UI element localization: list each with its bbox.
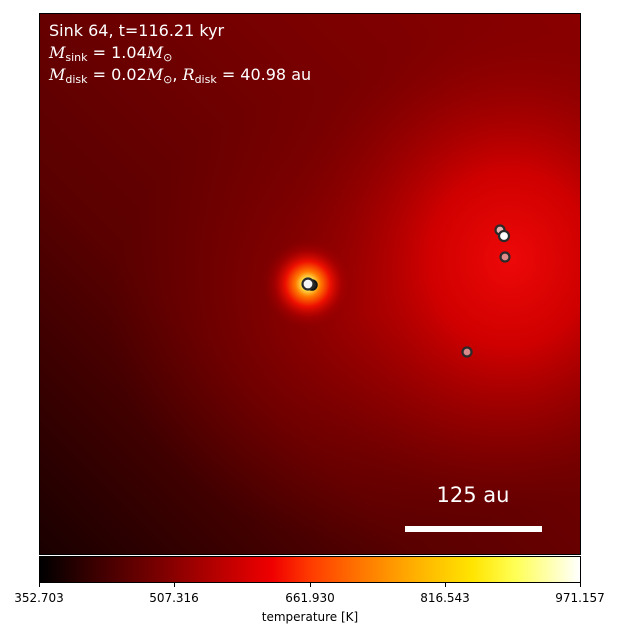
scale-bar	[405, 526, 542, 532]
colorbar-tick-label: 971.157	[555, 591, 605, 605]
colorbar-tick	[310, 583, 311, 587]
mdisk-unit: M	[146, 65, 164, 84]
colorbar-tick-label: 816.543	[420, 591, 470, 605]
colorbar-tick	[445, 583, 446, 587]
colorbar-label: temperature [K]	[261, 610, 359, 624]
temperature-map	[39, 13, 581, 555]
msink-unit: M	[146, 43, 164, 62]
msink-value: = 1.04	[92, 43, 147, 62]
colorbar-tick	[580, 583, 581, 587]
sink-markers	[301, 224, 511, 358]
sink-upper-right-2	[497, 229, 511, 243]
mdisk-value: = 0.02	[92, 65, 147, 84]
temperature-map-image	[40, 14, 580, 554]
colorbar-tick-label: 352.703	[14, 591, 64, 605]
msun-subscript-2: ⊙	[163, 73, 173, 86]
central-sink	[301, 277, 315, 291]
colorbar-tick-label: 507.316	[149, 591, 199, 605]
rdisk-unit: au	[291, 65, 312, 84]
sink-lower	[461, 346, 473, 358]
msun-subscript: ⊙	[163, 51, 173, 64]
msink-subscript: sink	[65, 51, 88, 64]
sink-right-lower	[499, 251, 511, 263]
colorbar	[39, 556, 581, 583]
colorbar-tick	[174, 583, 175, 587]
sink-info: Sink 64, t=116.21 kyr	[49, 21, 225, 40]
mdisk-subscript: disk	[65, 73, 88, 86]
scale-bar-label: 125 au	[436, 483, 510, 507]
msink-symbol: M	[49, 43, 66, 62]
rdisk-symbol: R	[182, 65, 195, 84]
rdisk-subscript: disk	[194, 73, 217, 86]
sink-mass: Msink = 1.04M⊙	[49, 42, 172, 68]
colorbar-tick-label: 661.930	[285, 591, 335, 605]
colorbar-tick	[39, 583, 40, 587]
mdisk-symbol: M	[49, 65, 66, 84]
disk-properties: Mdisk = 0.02M⊙, Rdisk = 40.98 au	[49, 65, 312, 86]
rdisk-value: = 40.98	[221, 65, 287, 84]
